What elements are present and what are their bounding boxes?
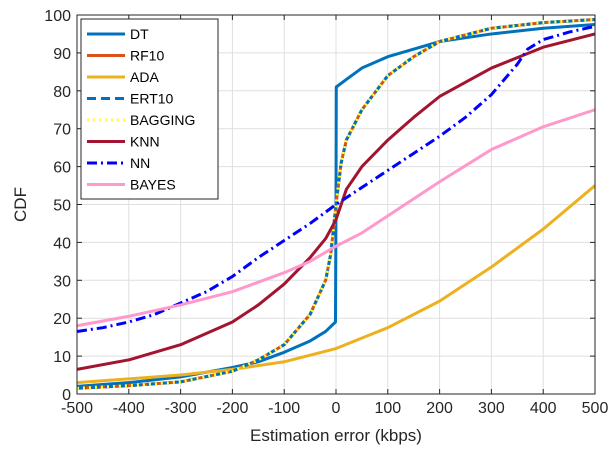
x-tick-label: -500 — [61, 400, 93, 417]
series-layer — [76, 18, 596, 390]
x-tick-label: -300 — [165, 400, 197, 417]
x-tick-label: 100 — [374, 400, 401, 417]
x-tick-label: -200 — [216, 400, 248, 417]
ticks — [76, 14, 596, 395]
y-tick-label: 60 — [53, 160, 71, 177]
y-tick-label: 50 — [53, 198, 71, 215]
y-tick-label: 10 — [53, 349, 71, 366]
legend-entry-ada: ADA — [130, 69, 159, 85]
y-tick-label: 40 — [53, 235, 71, 252]
y-tick-label: 30 — [53, 273, 71, 290]
series-line-bayes — [76, 108, 596, 328]
series-line-bagging — [76, 18, 596, 390]
legend-entry-ert10: ERT10 — [130, 91, 174, 107]
y-tick-label: 90 — [53, 46, 71, 63]
x-tick-label: 200 — [426, 400, 453, 417]
legend-entry-bayes: BAYES — [130, 177, 176, 193]
x-tick-label: -100 — [268, 400, 300, 417]
x-tick-label: 400 — [530, 400, 557, 417]
tick-labels: -500 -400 -300 -200 -100 0 100 200 300 400 500 0 10 2… — [44, 8, 608, 417]
series-line-ada — [76, 184, 596, 385]
series-line-knn — [76, 32, 596, 371]
legend-box — [80, 18, 219, 200]
y-tick-label: 20 — [53, 311, 71, 328]
x-tick-label: -400 — [113, 400, 145, 417]
y-tick-label: 0 — [62, 387, 71, 404]
y-tick-label: 70 — [53, 122, 71, 139]
x-tick-label: 300 — [478, 400, 505, 417]
y-tick-label: 100 — [44, 8, 71, 25]
series-line-nn — [76, 24, 596, 333]
y-axis-label: CDF — [11, 187, 30, 222]
legend-entry-nn: NN — [130, 155, 150, 171]
legend-entry-knn: KNN — [130, 134, 160, 150]
legend: DT RF10 ADA ERT10 BAGGING KNN NN BAYES — [80, 18, 219, 200]
legend-entry-bagging: BAGGING — [130, 112, 195, 128]
legend-entry-rf10: RF10 — [130, 48, 164, 64]
y-tick-label: 80 — [53, 84, 71, 101]
legend-entry-dt: DT — [130, 26, 149, 42]
x-axis-label: Estimation error (kbps) — [250, 426, 422, 445]
x-tick-label: 500 — [582, 400, 609, 417]
x-tick-label: 0 — [332, 400, 341, 417]
